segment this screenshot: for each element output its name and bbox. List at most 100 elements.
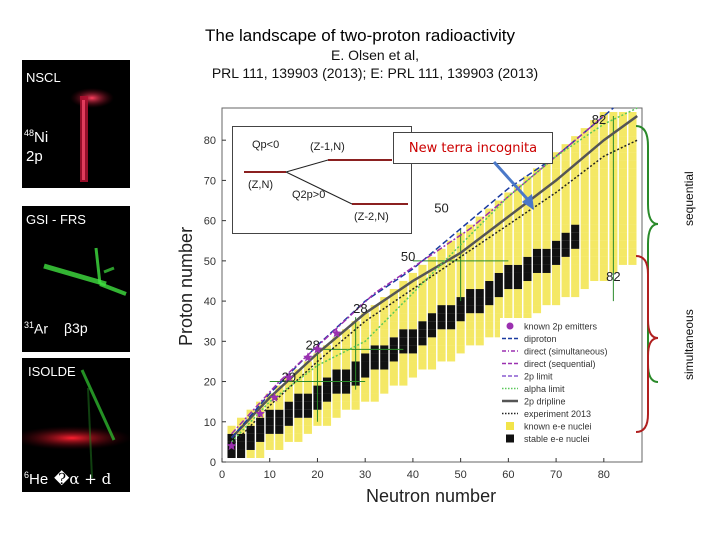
nuclide-square — [494, 208, 503, 217]
nuclide-square — [561, 176, 570, 185]
nuclide-square — [284, 393, 293, 402]
nucleus-label: 48Ni — [24, 128, 49, 146]
nuclide-square — [513, 264, 522, 273]
legend-label: stable e-e nuclei — [524, 434, 590, 444]
nuclide-square — [475, 329, 484, 338]
nuclide-square — [552, 224, 561, 233]
nuclide-square — [427, 329, 437, 338]
nuclide-square — [456, 345, 465, 354]
nuclide-square — [580, 208, 589, 217]
nuclide-square — [485, 248, 494, 257]
nuclide-square — [532, 232, 542, 241]
nuclide-square — [437, 345, 446, 354]
nuclide-square — [265, 409, 274, 418]
nuclide-square — [561, 224, 570, 233]
nuclide-square — [447, 280, 456, 290]
nuclide-square — [380, 321, 389, 330]
nuclide-square — [275, 433, 284, 442]
nuclide-chart: 0 10 20 30 40 50 60 70 80 0 10 20 30 40 50 60 70 80 82 50 5… — [204, 107, 643, 481]
nuclide-square — [504, 313, 513, 322]
nuclide-square — [532, 176, 542, 185]
simultaneous-brace — [635, 255, 659, 433]
nuclide-square — [571, 256, 580, 265]
nuclide-square — [275, 409, 284, 418]
nuclide-square — [580, 200, 589, 209]
nuclide-square — [485, 305, 494, 314]
legend-label: alpha limit — [524, 384, 565, 394]
nuclide-square — [437, 353, 446, 362]
nuclide-square — [342, 369, 351, 378]
nuclide-square — [542, 297, 551, 306]
nuclide-square — [580, 256, 589, 265]
nuclide-square — [599, 264, 608, 273]
slide-title: The landscape of two-proton radioactivit… — [205, 26, 515, 45]
nuclide-square — [542, 240, 551, 249]
legend-label: direct (sequential) — [524, 359, 596, 369]
magic-number-label: 82 — [592, 112, 606, 127]
nuclide-square — [523, 192, 532, 201]
nuclide-square — [571, 152, 580, 161]
nuclide-square — [427, 361, 437, 370]
nuclide-square — [284, 417, 293, 426]
nuclide-square — [532, 288, 542, 298]
nuclide-square — [561, 232, 570, 241]
nuclide-square — [618, 200, 627, 209]
emitter-star — [303, 352, 313, 362]
nuclide-square — [332, 401, 341, 410]
nuclide-square — [494, 224, 503, 233]
nuclide-square — [399, 288, 408, 298]
nuclide-square — [485, 264, 494, 273]
nuclide-square — [361, 393, 370, 402]
nuclide-square — [590, 200, 599, 209]
he6-track-image — [12, 369, 132, 479]
inset-frame — [232, 126, 412, 234]
nuclide-square — [265, 441, 274, 450]
nuclide-square — [599, 256, 608, 265]
nuclide-square — [599, 248, 608, 257]
nuclide-square — [590, 128, 599, 137]
nuclide-square — [427, 313, 437, 322]
nuclide-square — [447, 264, 456, 273]
nuclide-square — [370, 361, 379, 370]
nuclide-square — [599, 272, 608, 282]
nuclide-square — [389, 337, 398, 346]
nuclide-square — [590, 248, 599, 257]
legend-marker — [506, 434, 514, 443]
nuclide-square — [618, 248, 627, 257]
nuclide-square — [590, 264, 599, 273]
x-tick-label: 40 — [407, 469, 419, 481]
nuclide-square — [513, 288, 522, 298]
nuclide-square — [504, 272, 513, 282]
decay-label: �α + d — [54, 470, 112, 488]
nuclide-square — [294, 369, 303, 378]
nuclide-square — [532, 192, 542, 201]
nuclide-square — [322, 417, 332, 426]
nuclide-square — [294, 425, 303, 434]
nuclide-square — [542, 208, 551, 217]
nuclide-square — [571, 224, 580, 233]
arrow-q2p — [285, 171, 353, 205]
nuclide-square — [456, 321, 465, 330]
nuclide-square — [542, 192, 551, 201]
x-tick-label: 80 — [598, 469, 610, 481]
nuclide-square — [361, 329, 370, 338]
y-axis-title: Proton number — [176, 226, 196, 346]
nuclide-square — [466, 272, 475, 282]
nuclide-square — [418, 280, 427, 290]
nuclide-square — [580, 240, 589, 249]
nuclide-square — [580, 248, 589, 257]
nuclide-square — [571, 272, 580, 282]
nuclide-square — [332, 369, 341, 378]
nuclide-square — [466, 321, 475, 330]
nuclide-square — [571, 232, 580, 241]
nuclide-square — [523, 184, 532, 193]
nuclide-square — [427, 321, 437, 330]
nuclide-square — [571, 200, 580, 209]
nuclide-square — [494, 240, 503, 249]
nuclide-square — [475, 224, 484, 233]
nuclide-square — [332, 361, 341, 370]
nuclide-square — [447, 345, 456, 354]
nucleus-label: 31Ar — [24, 320, 49, 337]
nuclide-square — [418, 329, 427, 338]
nuclide-square — [552, 240, 561, 249]
